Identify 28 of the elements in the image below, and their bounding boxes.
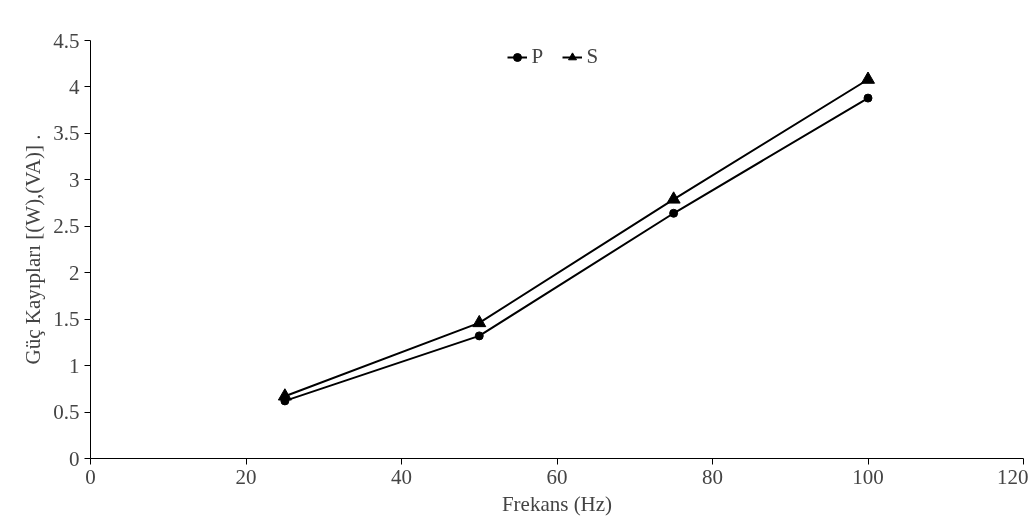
point — [863, 93, 873, 103]
point — [861, 71, 875, 84]
x-tick-label: 100 — [852, 464, 884, 489]
y-tick-label: 3.5 — [53, 121, 80, 146]
legend-label: S — [586, 44, 600, 69]
y-tick-label: 0.5 — [53, 400, 80, 425]
y-tick-label: 0 — [69, 446, 80, 471]
x-tick-label: 0 — [85, 464, 96, 489]
y-tick-label: 4.5 — [53, 28, 80, 53]
y-tick-label: 2.5 — [53, 214, 80, 239]
x-tick-label: 80 — [702, 464, 723, 489]
x-tick-label: 60 — [546, 464, 568, 489]
y-tick-label: 1 — [69, 353, 80, 378]
y-tick-label: 3 — [69, 167, 80, 192]
point — [474, 331, 484, 341]
y-tick-label: 4 — [69, 74, 80, 99]
point — [669, 208, 679, 218]
point — [277, 388, 292, 401]
y-tick-label: 1.5 — [53, 307, 80, 332]
y-tick-label: 2 — [69, 260, 80, 285]
x-tick-label: 20 — [235, 464, 257, 489]
x-axis-title: Frekans (Hz) — [501, 491, 613, 516]
legend-label: P — [531, 44, 545, 69]
point — [472, 314, 487, 328]
point — [666, 191, 681, 204]
x-tick-label: 120 — [997, 464, 1028, 489]
y-axis-title: Güç Kayıpları [(W),(VA)] . — [21, 134, 46, 365]
x-tick-label: 40 — [391, 464, 412, 489]
